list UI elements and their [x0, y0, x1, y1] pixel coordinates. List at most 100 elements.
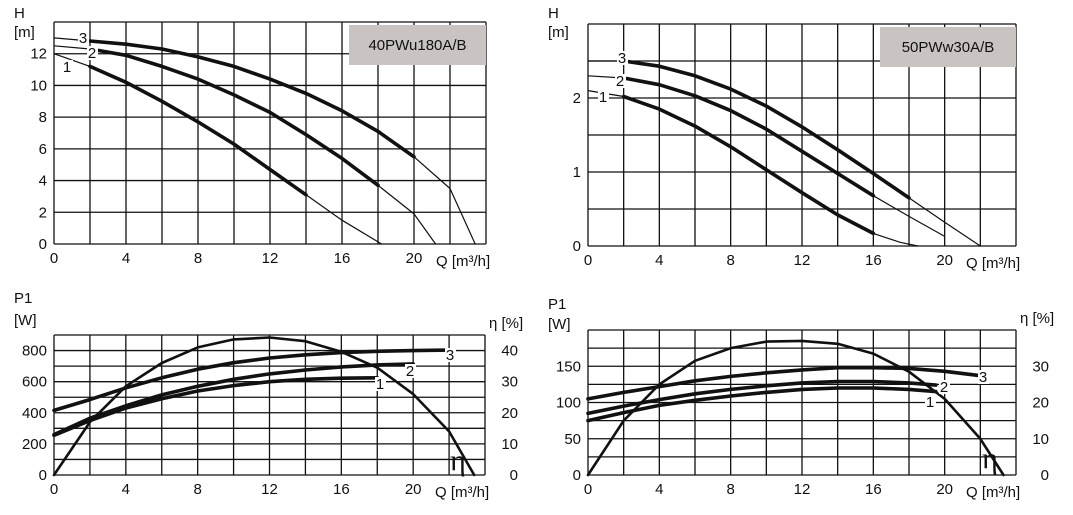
series-line-1 [88, 64, 308, 197]
chart-title: 40PWu180A/B [368, 37, 466, 54]
curve-label: 1 [63, 59, 71, 76]
x-tick-label: 4 [122, 250, 130, 267]
curve-label: 3 [618, 50, 626, 67]
y-tick-label: 50 [564, 431, 581, 448]
x-tick-label: 4 [122, 481, 130, 498]
y-tick-label: 10 [30, 77, 47, 94]
x-tick-label: 0 [584, 481, 592, 498]
grid [53, 334, 486, 476]
curve-label-bg [87, 46, 98, 60]
y2-tick-label: 0 [510, 467, 518, 484]
curve-label: 2 [88, 45, 96, 62]
y-axis-unit: [m] [548, 24, 569, 41]
y-tick-label: 150 [556, 358, 581, 375]
y-tick-label: 4 [39, 173, 47, 190]
y-tick-label: 800 [22, 343, 47, 360]
series-line-thin-1 [53, 377, 378, 436]
y-tick-label: 0 [573, 238, 581, 255]
series-line-2 [52, 362, 416, 437]
series-line-1 [621, 94, 876, 236]
x-tick-label: 16 [865, 252, 882, 269]
y-axis-unit: [W] [14, 312, 37, 329]
y-tick-label: 8 [39, 109, 47, 126]
series-line-3 [586, 365, 983, 401]
grid [587, 23, 1017, 247]
x-tick-label: 4 [655, 481, 663, 498]
y2-axis-label: η [%] [1020, 310, 1054, 327]
y-tick-label: 0 [39, 467, 47, 484]
x-tick-label: 16 [334, 250, 351, 267]
x-tick-label: 0 [50, 481, 58, 498]
curve-label: 2 [940, 379, 948, 396]
y-axis-symbol: H [548, 5, 559, 22]
y2-tick-label: 30 [501, 374, 518, 391]
x-tick-label: 8 [726, 481, 734, 498]
x-tick-label: 0 [50, 250, 58, 267]
series-line-1 [52, 375, 380, 438]
curve-label-bg [78, 31, 89, 45]
series-line-3 [52, 348, 451, 413]
y2-tick-label: 40 [501, 343, 518, 360]
series-line-thin-3 [587, 60, 981, 247]
y-tick-label: 200 [22, 436, 47, 453]
y-tick-label: 2 [39, 204, 47, 221]
title-box [880, 27, 1016, 67]
x-tick-label: 20 [936, 252, 953, 269]
curve-label: η [982, 442, 998, 475]
x-tick-label: 20 [406, 250, 423, 267]
curve-label: 3 [79, 30, 87, 47]
x-tick-label: 8 [726, 252, 734, 269]
series-line-efficiency [52, 336, 476, 477]
series-line-1 [586, 386, 938, 423]
curve-label-bg [405, 364, 416, 378]
series-line-3 [621, 59, 911, 200]
x-axis-label: Q [m³/h] [435, 484, 489, 501]
x-tick-label: 8 [194, 250, 202, 267]
series-line-2 [88, 47, 380, 188]
curve-label-bg [615, 74, 626, 88]
curve-label: η [450, 444, 466, 477]
y2-tick-label: 10 [501, 436, 518, 453]
curve-label-bg [445, 348, 456, 362]
y-axis-unit: [W] [548, 316, 571, 333]
curve-label-bg [598, 90, 609, 104]
x-axis-label: Q [m³/h] [966, 255, 1020, 272]
x-tick-label: 0 [584, 252, 592, 269]
y-tick-label: 0 [39, 236, 47, 253]
x-tick-label: 16 [333, 481, 350, 498]
x-axis-label: Q [m³/h] [966, 484, 1020, 501]
y-axis-symbol: P1 [548, 296, 566, 313]
curve-label-bg [939, 380, 950, 394]
y2-tick-label: 10 [1032, 431, 1049, 448]
y-tick-label: 2 [573, 90, 581, 107]
y-axis-unit: [m] [14, 24, 35, 41]
curve-label: 1 [599, 89, 607, 106]
y-tick-label: 400 [22, 405, 47, 422]
curve-label: 1 [376, 376, 384, 393]
y-tick-label: 100 [556, 395, 581, 412]
y2-tick-label: 0 [1041, 467, 1049, 484]
y2-tick-label: 30 [1032, 358, 1049, 375]
grid [587, 329, 1017, 476]
y-tick-label: 6 [39, 141, 47, 158]
curve-label: 2 [616, 73, 624, 90]
curve-label-bg [375, 377, 386, 391]
curve-label-bg [617, 51, 628, 65]
curve-label: 1 [926, 394, 934, 411]
series-line-2 [621, 76, 876, 198]
y-axis-symbol: H [14, 5, 25, 22]
y-tick-label: 600 [22, 374, 47, 391]
y-axis-symbol: P1 [14, 290, 32, 307]
curve-label-bg [978, 370, 989, 384]
y2-tick-label: 20 [501, 405, 518, 422]
y-tick-label: 0 [573, 467, 581, 484]
curve-label-bg [62, 60, 73, 74]
x-tick-label: 16 [865, 481, 882, 498]
y2-axis-label: η [%] [489, 315, 523, 332]
y-tick-label: 12 [30, 46, 47, 63]
curve-label: 3 [979, 369, 987, 386]
